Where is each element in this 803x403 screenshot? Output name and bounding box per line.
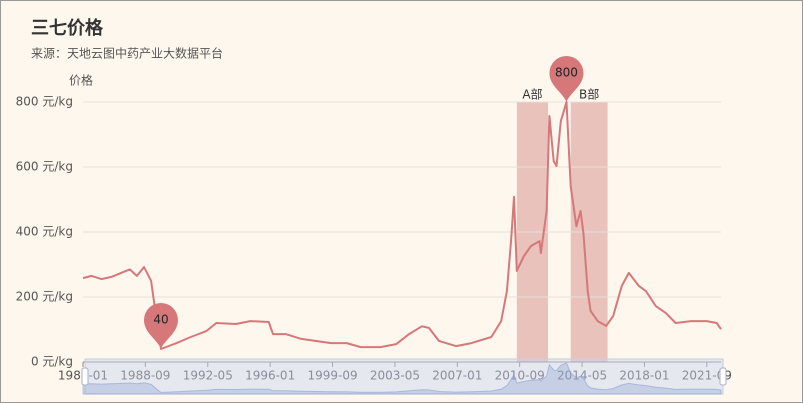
chart-title: 三七价格 xyxy=(31,17,104,39)
y-tick-label: 800 元/kg xyxy=(16,95,73,109)
x-tick-label: 2018-01 xyxy=(619,369,669,383)
chart-subtitle: 来源：天地云图中药产业大数据平台 xyxy=(31,46,223,61)
x-tick-label: 1996-01 xyxy=(245,369,295,383)
grid: 0 元/kg 200 元/kg 400 元/kg 600 元/kg 800 元/kg xyxy=(16,95,721,369)
mark-area-label: B部 xyxy=(579,87,599,102)
zoom-preview xyxy=(82,362,722,395)
mark-areas: A部 B部 xyxy=(516,87,608,362)
y-tick-label: 0 元/kg xyxy=(31,355,73,369)
zoom-handle[interactable] xyxy=(719,367,727,386)
x-tick-label: 1988-09 xyxy=(120,369,170,383)
mark-point-pin xyxy=(143,303,178,349)
price-line xyxy=(82,101,722,350)
y-tick-label: 200 元/kg xyxy=(16,290,73,304)
mark-area-label: A部 xyxy=(522,87,542,102)
x-tick-label: 2014-05 xyxy=(557,369,607,383)
mark-point-label: 800 xyxy=(555,66,578,80)
zoom-handle[interactable] xyxy=(81,367,89,386)
data-zoom[interactable]: 1985-011988-091992-051996-011999-092003-… xyxy=(58,358,732,395)
y-axis-name: 价格 xyxy=(69,73,93,88)
mark-point-label: 40 xyxy=(153,313,168,327)
x-tick-label: 2021-09 xyxy=(682,369,732,383)
y-tick-label: 400 元/kg xyxy=(16,225,73,239)
x-tick-label: 1992-05 xyxy=(183,369,233,383)
x-tick-label: 1999-09 xyxy=(307,369,357,383)
x-tick-label: 2007-01 xyxy=(432,369,482,383)
x-tick-label: 2010-09 xyxy=(495,369,545,383)
plot: 800 40 xyxy=(82,56,722,367)
mark-point-pin xyxy=(549,56,584,102)
y-tick-label: 600 元/kg xyxy=(16,160,73,174)
x-tick-label: 2003-05 xyxy=(370,369,420,383)
